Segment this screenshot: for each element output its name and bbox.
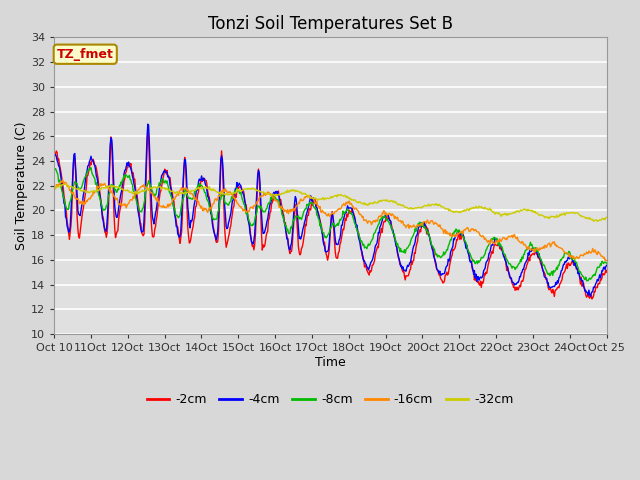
Y-axis label: Soil Temperature (C): Soil Temperature (C) (15, 121, 28, 250)
X-axis label: Time: Time (315, 356, 346, 369)
Title: Tonzi Soil Temperatures Set B: Tonzi Soil Temperatures Set B (208, 15, 453, 33)
Legend: -2cm, -4cm, -8cm, -16cm, -32cm: -2cm, -4cm, -8cm, -16cm, -32cm (141, 388, 519, 411)
Text: TZ_fmet: TZ_fmet (57, 48, 114, 61)
